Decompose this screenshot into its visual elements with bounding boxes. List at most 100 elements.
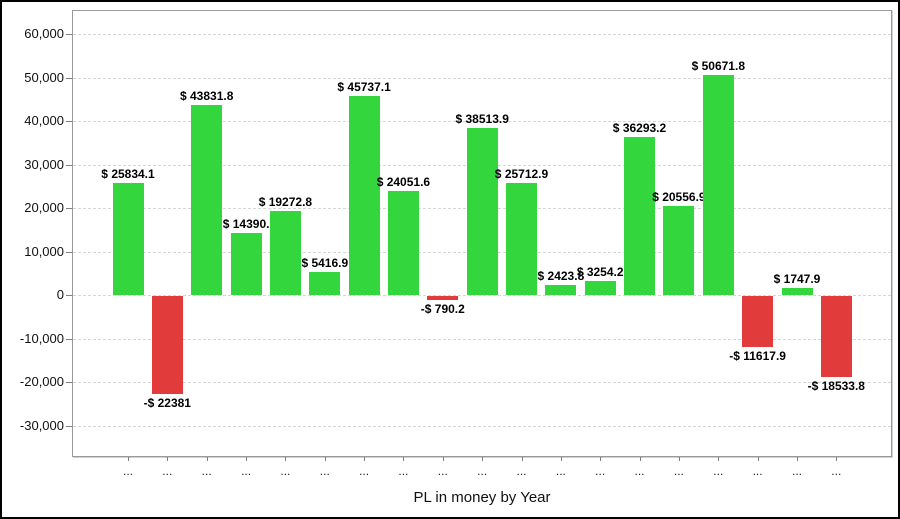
bar-value-label: -$ 790.2 (420, 301, 465, 316)
x-axis-label: ... (437, 464, 448, 478)
bar-value-label: $ 5416.9 (301, 255, 349, 270)
bar-value-label: -$ 11617.9 (729, 348, 786, 363)
bar-value-label: $ 20556.9 (652, 189, 706, 204)
bar-value-label: $ 43831.8 (179, 88, 234, 103)
gridline--30000 (73, 426, 891, 427)
y-axis-tick (66, 121, 72, 123)
x-axis-tick (757, 457, 759, 461)
x-axis-label: ... (477, 464, 488, 478)
x-axis-tick (600, 457, 602, 461)
bar (348, 96, 380, 296)
x-axis-label: ... (752, 464, 763, 478)
y-axis-label: 40,000 (24, 113, 64, 129)
x-axis-label: ... (162, 464, 173, 478)
bar (466, 127, 498, 296)
y-axis-tick (66, 426, 72, 427)
gridline-60000 (73, 34, 891, 36)
x-axis-label: ... (516, 464, 527, 478)
bar-value-label: $ 1747.9 (773, 271, 821, 286)
x-axis-label: ... (634, 464, 645, 478)
x-axis-tick (482, 457, 484, 461)
bar (702, 74, 734, 296)
y-axis-tick (66, 295, 72, 297)
y-axis-tick (66, 251, 72, 253)
x-axis-label: ... (713, 464, 724, 478)
x-axis-label: ... (122, 464, 134, 478)
x-axis-label: ... (241, 464, 252, 478)
x-axis-tick (442, 457, 444, 461)
bar (545, 284, 577, 296)
y-axis-label: 20,000 (24, 200, 64, 216)
gridline-40000 (73, 121, 891, 123)
bar-value-label: $ 24051.6 (376, 174, 431, 189)
x-axis-tick (678, 457, 680, 461)
x-axis-tick (128, 457, 129, 461)
x-axis-tick (167, 457, 169, 461)
bar (387, 190, 419, 296)
x-axis-label: ... (280, 464, 291, 478)
bar (230, 232, 262, 296)
bar-value-label: $ 36293.2 (612, 121, 667, 136)
x-axis-label: ... (673, 464, 684, 478)
y-axis-label: -10,000 (19, 330, 64, 346)
x-axis-label: ... (595, 464, 606, 478)
bar (663, 205, 695, 296)
bar-value-label: $ 50671.8 (691, 58, 745, 73)
y-axis-tick (66, 164, 72, 166)
bar-value-label: $ 25834.1 (101, 166, 155, 181)
x-axis-tick (246, 457, 248, 461)
y-axis-tick (66, 77, 72, 79)
x-axis-tick (718, 457, 720, 461)
x-axis-tick (285, 457, 287, 461)
gridline--10000 (73, 338, 891, 340)
y-axis-label: 0 (56, 287, 64, 303)
y-axis-label: -30,000 (19, 418, 64, 433)
x-axis-tick (836, 457, 838, 461)
bar-value-label: $ 3254.2 (576, 265, 624, 280)
bar-value-label: $ 45737.1 (337, 80, 391, 95)
gridline--20000 (73, 382, 891, 384)
x-axis-label: ... (791, 464, 803, 478)
gridline-0 (73, 295, 891, 297)
y-axis-label: 30,000 (24, 156, 64, 172)
bar-value-label: -$ 22381 (143, 395, 191, 410)
bar (151, 296, 183, 394)
bar (781, 287, 813, 296)
bar (624, 137, 655, 296)
bar (506, 183, 537, 296)
bar-value-label: $ 19272.8 (258, 195, 313, 210)
x-axis-tick (560, 457, 562, 461)
bar (742, 296, 774, 347)
x-axis-label: ... (398, 464, 409, 478)
x-axis-tick (364, 457, 366, 461)
bar-value-label: -$ 18533.8 (807, 379, 865, 393)
y-axis-label: 10,000 (24, 243, 64, 259)
y-axis-tick (66, 208, 72, 210)
plot-area: $ 25834.1 -$ 22381 $ 43831.8 $ 14390. $ 1927… (72, 10, 892, 457)
y-axis-label: 60,000 (24, 26, 64, 42)
x-axis-label: ... (319, 464, 330, 478)
bar (112, 182, 144, 296)
x-axis-tick (639, 457, 641, 461)
bar-value-label: $ 14390. (222, 216, 270, 231)
x-axis-tick (521, 457, 523, 461)
bar (584, 281, 616, 296)
y-axis-tick (66, 338, 72, 340)
bar-value-label: $ 2423.8 (537, 268, 585, 283)
y-axis-label: -20,000 (19, 374, 64, 390)
x-axis-tick (797, 457, 798, 461)
x-axis-tick (403, 457, 405, 461)
x-axis-label: ... (831, 464, 842, 478)
gridline-50000 (73, 77, 891, 79)
bar (269, 211, 301, 296)
y-axis-tick (66, 382, 72, 384)
bar (191, 104, 223, 296)
bar-value-label: $ 38513.9 (455, 111, 509, 126)
x-axis-tick (324, 457, 326, 461)
x-axis-label: ... (359, 464, 370, 478)
x-axis-label: ... (555, 464, 566, 478)
y-axis-tick (66, 34, 72, 36)
x-axis-tick (206, 457, 208, 461)
bar-value-label: $ 25712.9 (494, 167, 549, 182)
